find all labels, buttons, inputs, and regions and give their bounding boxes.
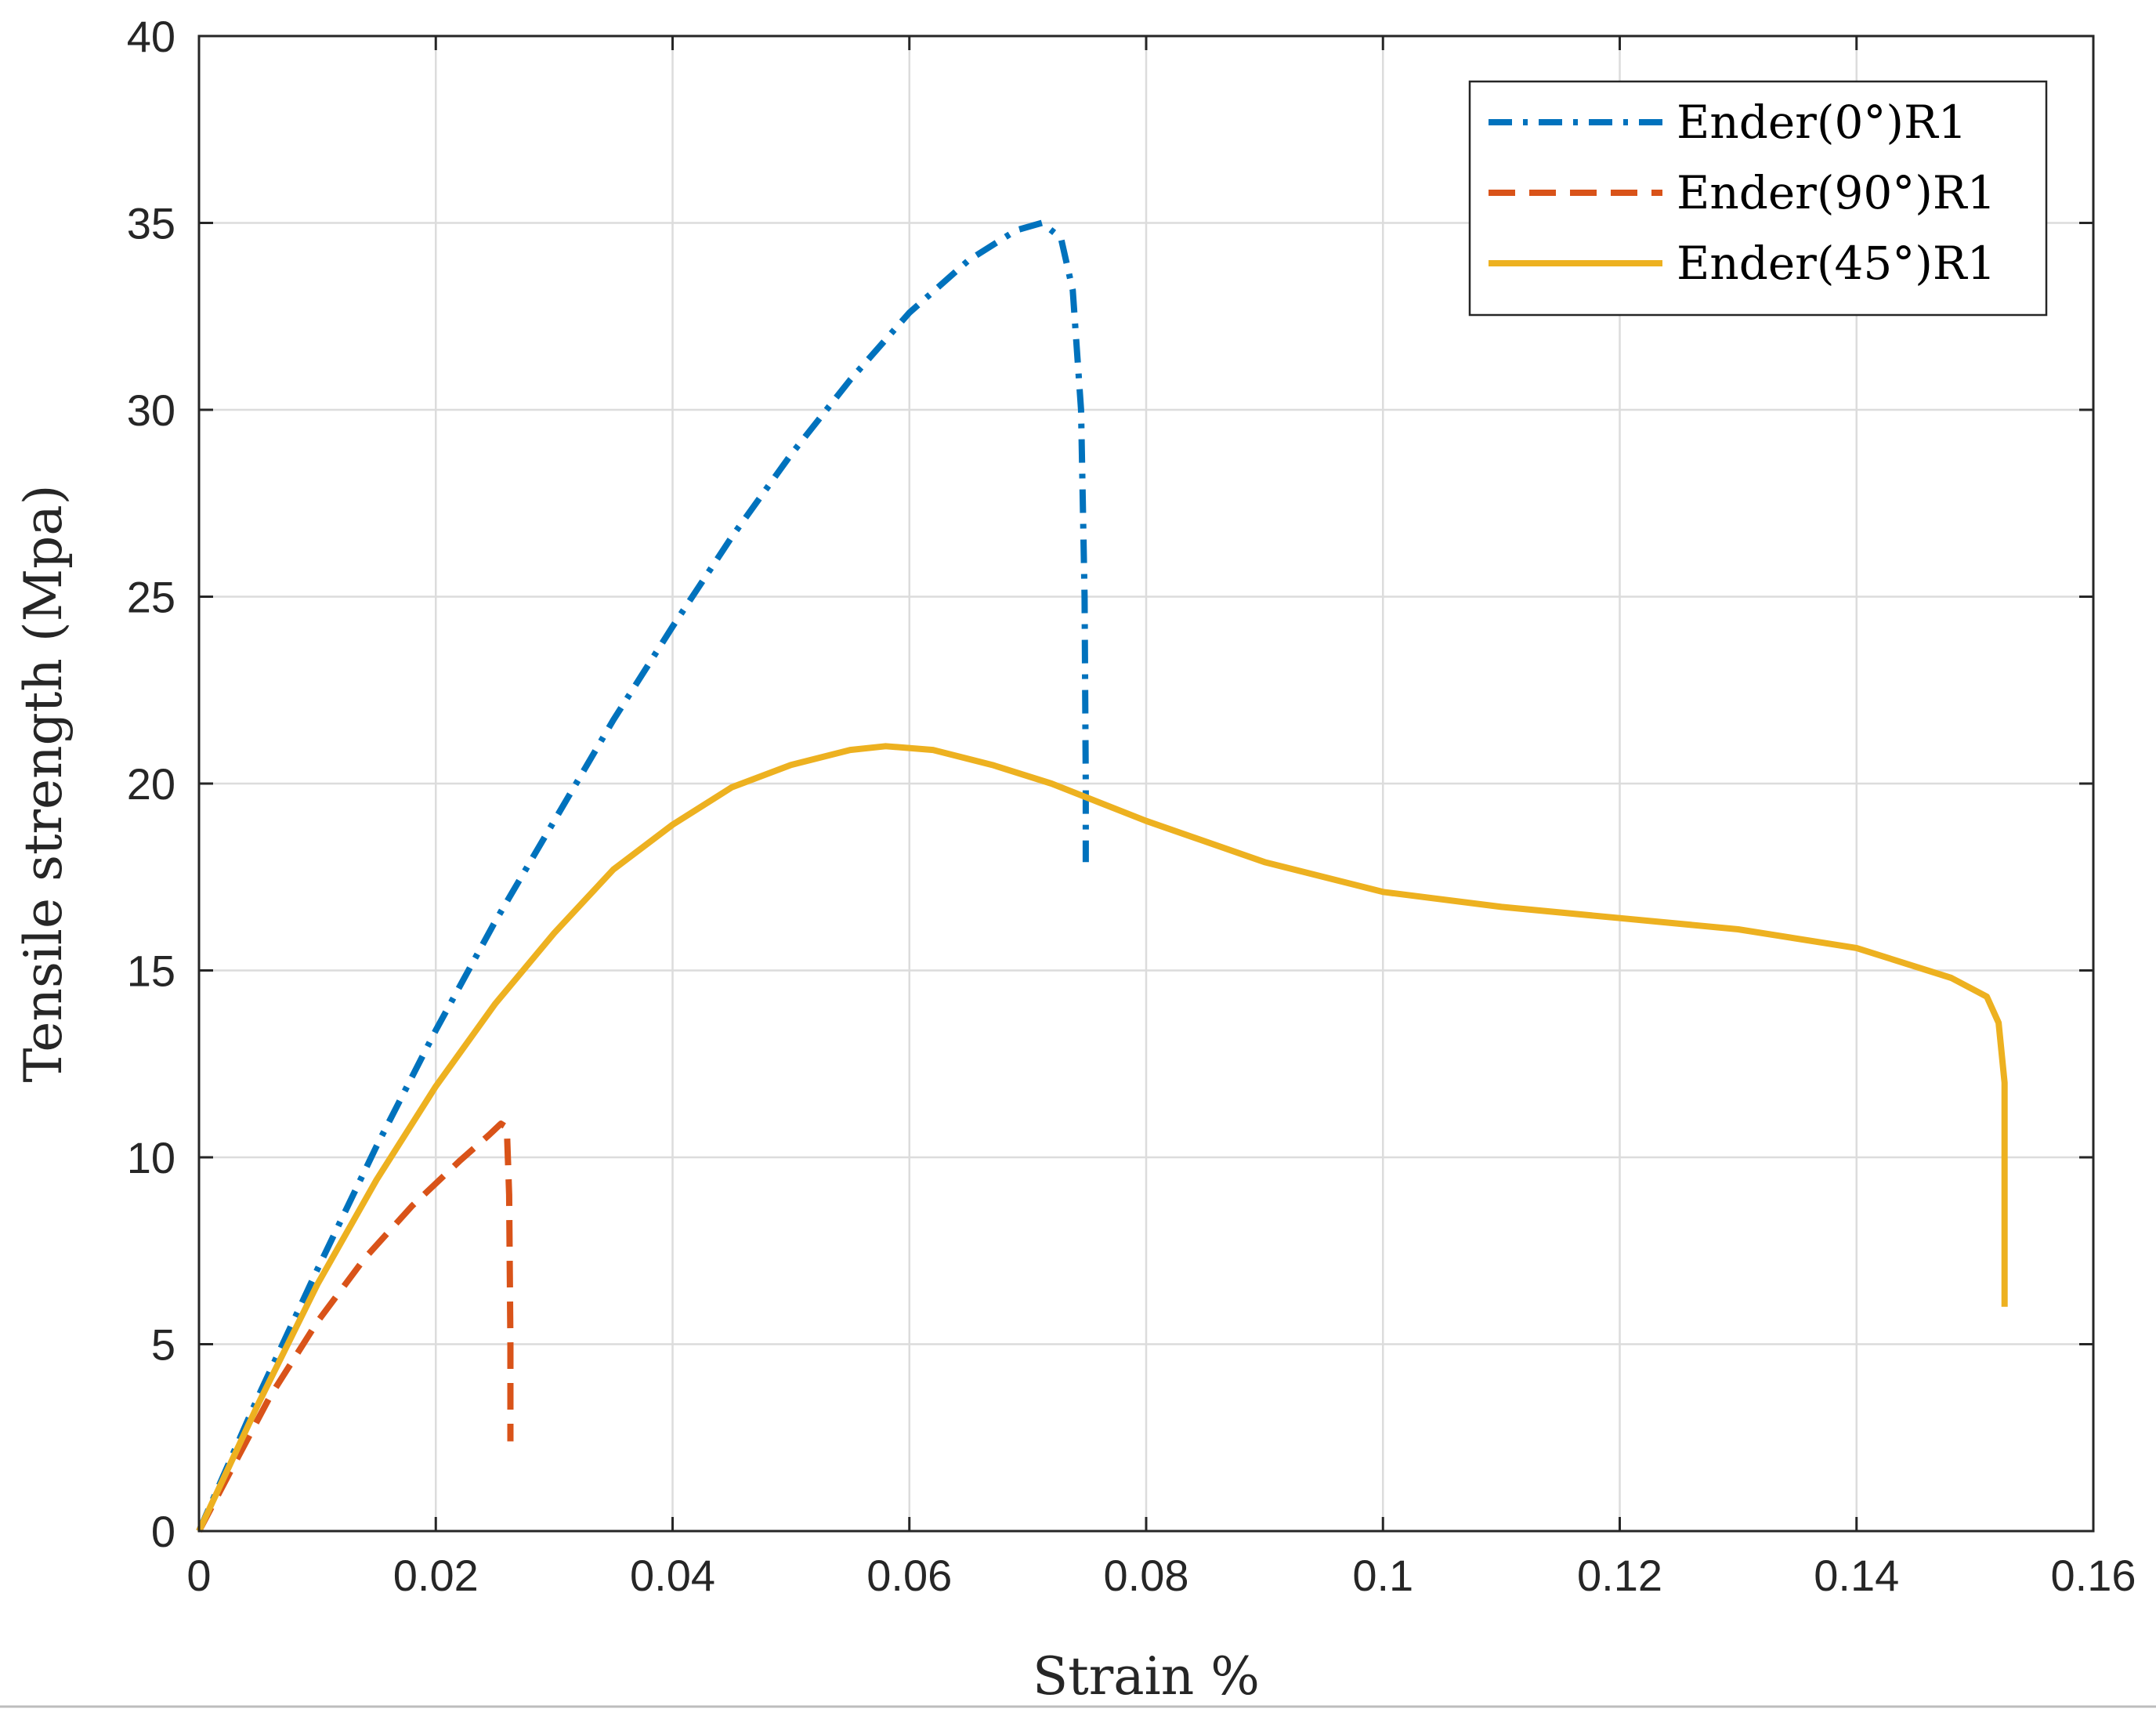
- y-tick-label: 40: [127, 12, 175, 61]
- x-axis-title: Strain %: [1033, 1646, 1260, 1707]
- x-tick-label: 0.1: [1352, 1551, 1413, 1600]
- y-tick-label: 25: [127, 573, 175, 622]
- y-tick-label: 35: [127, 199, 175, 248]
- series-line-1: [196, 219, 1089, 1533]
- y-axis-title: Tensile strength (Mpa): [13, 484, 74, 1082]
- legend-label-1: Ender(0°)R1: [1677, 96, 1967, 149]
- legend-label-2: Ender(90°)R1: [1677, 166, 1996, 219]
- legend: Ender(0°)R1 Ender(90°)R1 Ender(45°)R1: [1468, 80, 2048, 317]
- y-tick-label: 5: [151, 1320, 175, 1370]
- series-line-3: [196, 743, 2008, 1533]
- y-tick-label: 30: [127, 386, 175, 435]
- y-tick-label: 10: [127, 1133, 175, 1182]
- y-tick-label: 20: [127, 759, 175, 809]
- y-tick-labels: 0 5 10 15 20 25 30 35 40: [127, 12, 175, 1556]
- x-tick-label: 0.02: [393, 1551, 479, 1600]
- y-tick-label: 15: [127, 947, 175, 996]
- x-tick-label: 0.12: [1577, 1551, 1662, 1600]
- x-tick-label: 0.04: [630, 1551, 715, 1600]
- y-tick-label: 0: [151, 1507, 175, 1556]
- tick-marks: [197, 34, 2095, 1533]
- series-line-2: [196, 1120, 514, 1533]
- x-tick-label: 0.06: [866, 1551, 952, 1600]
- x-tick-label: 0: [186, 1551, 211, 1600]
- x-tick-label: 0.14: [1814, 1551, 1899, 1600]
- x-tick-label: 0.08: [1104, 1551, 1189, 1600]
- x-tick-labels: 0 0.02 0.04 0.06 0.08 0.1 0.12 0.14 0.16: [186, 1551, 2136, 1600]
- legend-label-3: Ender(45°)R1: [1677, 237, 1996, 290]
- series-layer: [196, 219, 2008, 1533]
- legend-entries: Ender(0°)R1 Ender(90°)R1 Ender(45°)R1: [1489, 96, 1996, 290]
- x-tick-label: 0.16: [2051, 1551, 2136, 1600]
- legend-box: [1468, 80, 2048, 317]
